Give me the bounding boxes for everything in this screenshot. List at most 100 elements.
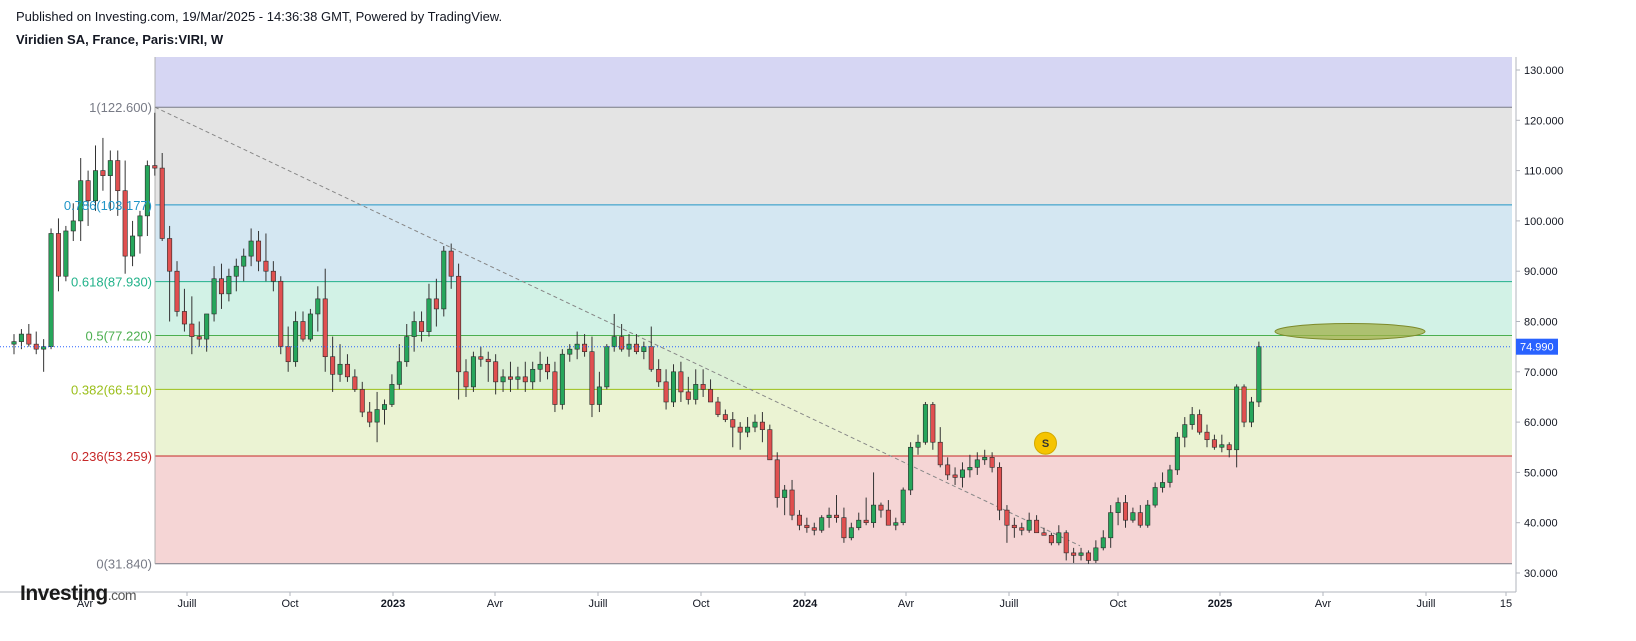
candle-body <box>359 389 365 413</box>
candle-body <box>915 441 921 448</box>
candle-body <box>315 298 321 315</box>
candle-body <box>1167 469 1173 483</box>
candle-body <box>441 250 447 310</box>
candle-body <box>1100 537 1106 549</box>
candle-body <box>1160 482 1166 488</box>
candle-body <box>848 527 854 539</box>
candle-body <box>834 514 840 518</box>
y-tick-label: 120.000 <box>1524 115 1564 127</box>
candle-body <box>300 321 306 340</box>
candle-body <box>426 298 432 332</box>
fib-label-0: 0(31.840) <box>96 557 152 572</box>
x-tick-label: Juill <box>1000 598 1019 610</box>
event-marker-label: S <box>1042 438 1049 450</box>
x-tick-label: 2023 <box>381 598 405 610</box>
x-axis-bg <box>0 592 1636 641</box>
candle-body <box>863 519 869 523</box>
fib-label-0.236: 0.236(53.259) <box>71 449 152 464</box>
candle-body <box>1130 512 1136 521</box>
overlays: S <box>0 323 1512 455</box>
candle-body <box>633 343 639 352</box>
candle-body <box>337 363 343 375</box>
candle-body <box>1011 524 1017 529</box>
candle-body <box>493 361 499 383</box>
candle-body <box>1197 414 1203 433</box>
candle-body <box>248 240 254 257</box>
y-tick-label: 90.000 <box>1524 266 1558 278</box>
candle-body <box>1093 547 1099 561</box>
candle-body <box>463 371 469 388</box>
fib-zone-0.5 <box>155 335 1512 390</box>
fib-anchor-line <box>154 106 1081 547</box>
candle-body <box>1071 552 1077 556</box>
fib-zone-0.618 <box>155 281 1512 336</box>
fib-zone-0.786 <box>155 204 1512 282</box>
candle-body <box>663 381 669 403</box>
candle-body <box>997 467 1003 511</box>
fib-label-1: 1(122.600) <box>89 100 152 115</box>
candle-body <box>1041 532 1047 536</box>
candle-body <box>811 527 817 531</box>
candle-body <box>1048 534 1054 544</box>
candle-body <box>78 180 84 222</box>
candle-body <box>582 343 588 352</box>
y-tick-label: 130.000 <box>1524 65 1564 77</box>
candle-body <box>507 376 513 380</box>
candle-body <box>1063 532 1069 554</box>
investing-logo: Investing.com <box>20 582 137 605</box>
candle-body <box>945 464 951 476</box>
candle-body <box>1085 552 1091 561</box>
candle-body <box>411 321 417 337</box>
fib-zone-0.236 <box>155 456 1512 564</box>
candle-body <box>1137 512 1143 526</box>
candle-body <box>1145 504 1151 526</box>
candle-body <box>559 353 565 405</box>
candle-body <box>693 384 699 400</box>
candle-body <box>1256 346 1262 403</box>
candle-body <box>1034 519 1040 534</box>
candle-body <box>759 421 765 430</box>
y-tick-label: 110.000 <box>1524 166 1563 178</box>
y-tick-label: 80.000 <box>1524 317 1558 329</box>
candle-body <box>545 363 551 373</box>
candle-body <box>626 343 632 350</box>
fib-zone-0.382 <box>155 389 1512 457</box>
candle-body <box>293 321 299 363</box>
candle-body <box>648 346 654 370</box>
candle-body <box>804 524 810 529</box>
candle-body <box>1152 487 1158 506</box>
fib-labels: 1(122.600) 0.786(103.177) 0.618(87.930) 0.5… <box>64 100 152 572</box>
candle-body <box>26 333 32 345</box>
candle-body <box>396 361 402 385</box>
candle-body <box>433 298 439 310</box>
x-tick-label: Avr <box>1315 598 1332 610</box>
candle-body <box>404 336 410 363</box>
candle-body <box>1115 502 1121 513</box>
highlight-ellipse <box>1274 323 1426 341</box>
candle-body <box>41 346 47 350</box>
candle-body <box>774 459 780 498</box>
candle-body <box>11 341 17 345</box>
candle-body <box>700 384 706 390</box>
y-axis-bg <box>1512 0 1636 641</box>
candle-body <box>1174 436 1180 471</box>
candle-body <box>485 358 491 363</box>
candle-body <box>1026 519 1032 531</box>
candle-body <box>967 467 973 471</box>
y-tick-label: 60.000 <box>1524 417 1558 429</box>
last-price-label: 74.990 <box>1520 342 1554 354</box>
candle-body <box>374 409 380 423</box>
candle-body <box>730 419 736 428</box>
fib-label-0.618: 0.618(87.930) <box>71 275 152 290</box>
candle-body <box>344 363 350 378</box>
x-tick-label: 2025 <box>1208 598 1232 610</box>
candle-body <box>55 233 61 277</box>
candle-body <box>841 517 847 539</box>
candle-body <box>1211 439 1217 448</box>
candle-body <box>641 346 647 352</box>
candle-body <box>137 215 143 237</box>
candle-body <box>63 230 69 277</box>
x-tick-label: Oct <box>692 598 709 610</box>
symbol-title: Viridien SA, France, Paris:VIRI, W <box>16 32 224 47</box>
